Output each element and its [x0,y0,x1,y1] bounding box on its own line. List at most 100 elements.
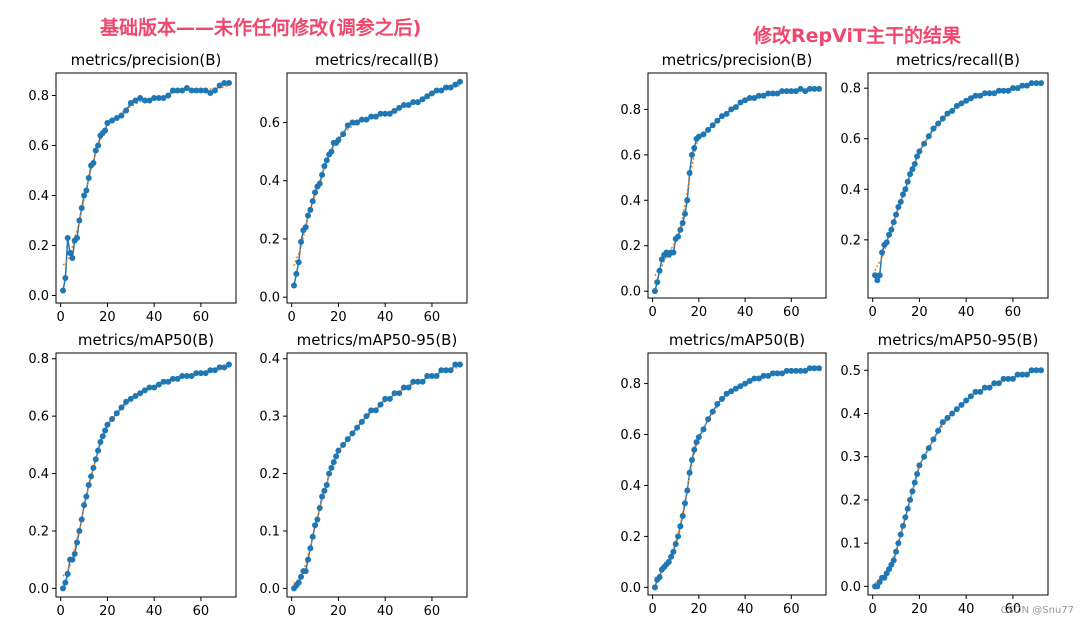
data-point [211,87,218,94]
data-point [400,102,407,109]
data-point [81,192,88,199]
y-tick-label: 0.2 [28,239,49,254]
data-point [1009,375,1016,382]
data-point [202,370,209,377]
data-point [83,493,90,500]
data-point [1014,371,1021,378]
y-tick-label: 0.6 [620,148,641,163]
data-point [316,180,323,187]
data-point [211,367,218,374]
data-point [95,447,102,454]
data-point [323,482,330,489]
data-point [695,133,702,140]
data-point [788,88,795,95]
data-point [428,372,435,379]
data-point [137,390,144,397]
data-point [1033,80,1040,87]
data-point [319,493,326,500]
data-point [333,453,340,460]
data-point [879,249,886,256]
data-point [732,104,739,111]
x-tick-label: 20 [691,602,708,617]
data-point [665,558,672,565]
data-point [305,212,312,219]
data-point [358,116,365,123]
data-point [691,446,698,453]
data-point [911,161,918,168]
data-point [391,390,398,397]
data-point [972,92,979,99]
y-tick-label: 0.3 [259,410,280,425]
data-point [737,383,744,390]
data-point [307,545,314,552]
data-point [314,516,321,523]
data-point [1009,85,1016,92]
data-point [677,523,684,530]
data-point [225,361,232,368]
data-point [83,187,90,194]
data-point [797,367,804,374]
data-point [433,372,440,379]
data-point [188,372,195,379]
data-point [132,97,139,104]
plot-title: metrics/mAP50(B) [78,331,214,349]
data-point [774,90,781,97]
data-point [883,239,890,246]
data-point [684,487,691,494]
data-point [442,84,449,91]
data-point [656,574,663,581]
x-tick-label: 40 [958,602,975,617]
y-tick-label: 0.1 [840,537,861,552]
plot-title: metrics/precision(B) [71,51,222,69]
smooth-line [293,366,461,584]
x-tick-label: 20 [99,604,116,619]
watermark: CSDN @Snu77 [1000,605,1074,616]
data-point [944,110,951,117]
data-point [312,522,319,529]
data-point [977,92,984,99]
data-point [382,395,389,402]
data-point [693,439,700,446]
results-line [654,367,820,588]
data-point [344,122,351,129]
data-point [155,95,162,101]
data-point [377,110,384,117]
x-tick-label: 60 [783,602,800,617]
smooth-line [654,88,820,277]
data-point [1005,87,1012,94]
data-point [686,469,693,476]
data-point [651,584,658,591]
data-point [779,88,786,95]
data-point [714,117,721,124]
data-point [433,87,440,94]
data-point [221,80,228,86]
data-point [165,378,172,385]
smooth-line [874,370,1042,584]
data-point [981,384,988,391]
data-point [672,541,679,548]
data-point [670,548,677,555]
data-point [391,107,398,114]
data-point [718,113,725,120]
data-point [916,462,923,469]
x-tick-label: 0 [288,604,296,619]
data-point [221,364,228,371]
data-point [372,407,379,414]
data-point [165,92,172,99]
plot-title: metrics/recall(B) [315,51,439,69]
data-point [991,380,998,387]
y-tick-label: 0.0 [620,285,641,300]
data-point [925,133,932,140]
data-point [76,217,83,224]
x-tick-label: 40 [377,310,394,325]
x-tick-label: 0 [869,602,877,617]
data-point [62,275,69,281]
data-point [326,470,333,477]
data-point [668,553,675,560]
left-group-heading: 基础版本——未作任何修改(调参之后) [100,17,422,39]
data-point [312,189,319,196]
data-point [907,496,914,503]
data-point [396,104,403,111]
data-point [197,370,204,377]
data-point [986,90,993,97]
